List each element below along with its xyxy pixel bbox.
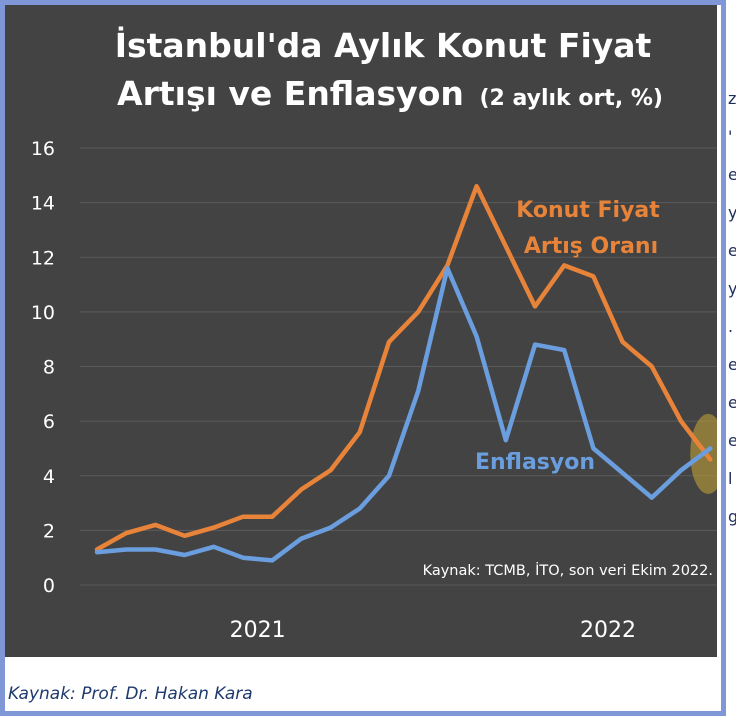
konut-fiyat-line	[94, 183, 713, 552]
y-tick-label: 4	[43, 466, 55, 488]
x-axis-label-2022: 2022	[580, 618, 636, 643]
y-tick-label: 10	[31, 302, 55, 324]
y-tick-label: 0	[43, 575, 55, 597]
y-tick-label: 6	[43, 411, 55, 433]
cropped-side-text: z ' e y e y. e e e l g	[728, 89, 736, 526]
figure-caption: Kaynak: Prof. Dr. Hakan Kara	[8, 684, 253, 704]
chart-svg: 0 2 4 6 8 10 12 14 16 2021 2022 İstanbul'da Aylık…	[5, 5, 717, 657]
chart-title-main: Artışı ve Enflasyon	[117, 74, 464, 113]
x-axis-label-2021: 2021	[230, 618, 286, 643]
y-tick-label: 8	[43, 357, 55, 379]
y-tick-label: 16	[31, 138, 55, 160]
orange-series-label-line-2: Artış Oranı	[524, 234, 658, 259]
chart-title-line-1: İstanbul'da Aylık Konut Fiyat	[115, 25, 652, 65]
y-tick-label: 12	[31, 247, 55, 269]
chart-title-line-2: Artışı ve Enflasyon (2 aylık ort, %)	[117, 74, 663, 113]
source-note: Kaynak: TCMB, İTO, son veri Ekim 2022.	[423, 561, 713, 579]
blue-series-label: Enflasyon	[475, 450, 595, 475]
chart-title-suffix: (2 aylık ort, %)	[479, 86, 663, 111]
enflasyon-line	[94, 265, 713, 563]
y-tick-label: 2	[43, 520, 55, 542]
orange-series-label-line-1: Konut Fiyat	[516, 198, 660, 223]
y-tick-label: 14	[31, 193, 55, 215]
